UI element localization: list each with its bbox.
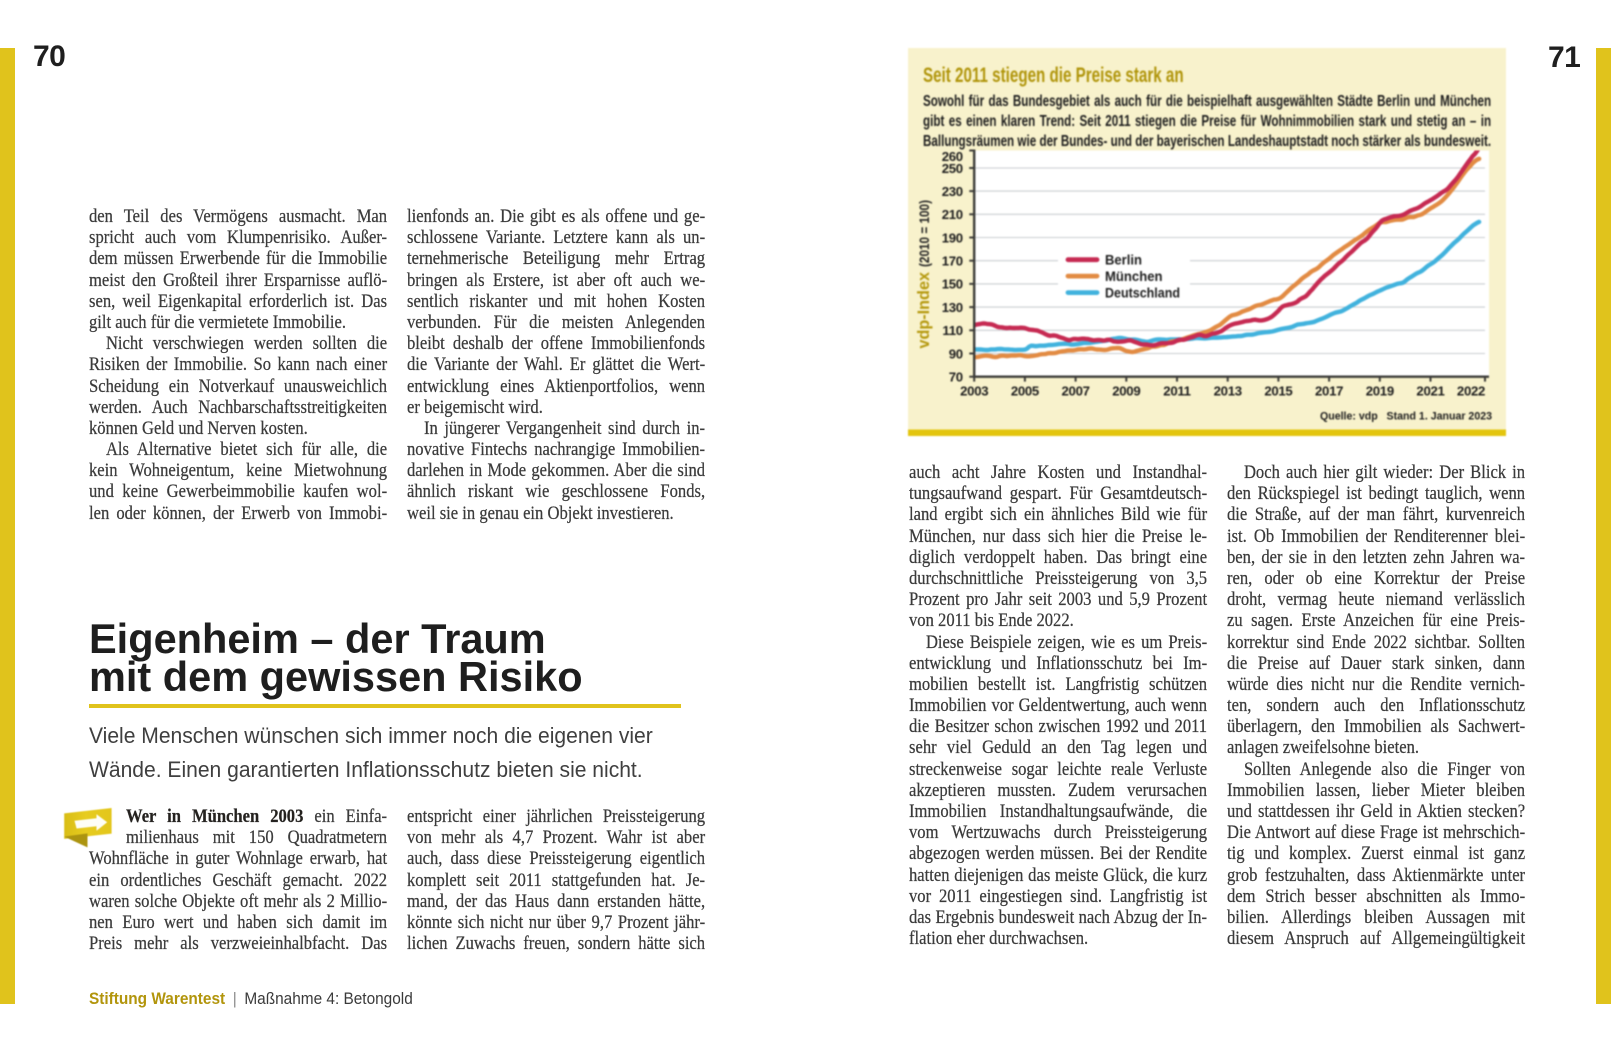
svg-text:Quelle: vdp Stand 1. Januar: Quelle: vdp Stand 1. Januar 2023 bbox=[1320, 410, 1492, 422]
svg-text:2009: 2009 bbox=[1112, 383, 1140, 398]
svg-text:2005: 2005 bbox=[1011, 383, 1039, 398]
svg-text:2011: 2011 bbox=[1163, 383, 1190, 398]
svg-text:190: 190 bbox=[942, 230, 963, 245]
svg-text:260: 260 bbox=[942, 149, 963, 164]
svg-text:250: 250 bbox=[942, 160, 963, 175]
svg-text:2015: 2015 bbox=[1264, 383, 1292, 398]
svg-text:(2010 = 100): (2010 = 100) bbox=[917, 200, 932, 267]
svg-text:München: München bbox=[1105, 268, 1163, 284]
svg-text:2022: 2022 bbox=[1457, 383, 1485, 398]
svg-text:Deutschland: Deutschland bbox=[1105, 284, 1180, 300]
svg-text:2007: 2007 bbox=[1062, 383, 1090, 398]
svg-text:2019: 2019 bbox=[1366, 383, 1394, 398]
svg-text:130: 130 bbox=[942, 299, 963, 314]
svg-text:110: 110 bbox=[942, 323, 962, 338]
svg-text:70: 70 bbox=[949, 369, 963, 384]
svg-text:90: 90 bbox=[949, 346, 963, 361]
svg-text:2021: 2021 bbox=[1416, 383, 1444, 398]
svg-text:Berlin: Berlin bbox=[1105, 251, 1142, 267]
svg-text:2017: 2017 bbox=[1315, 383, 1343, 398]
svg-text:170: 170 bbox=[942, 253, 963, 268]
svg-text:210: 210 bbox=[942, 207, 963, 222]
svg-text:vdp-Index: vdp-Index bbox=[915, 272, 933, 348]
svg-text:230: 230 bbox=[942, 183, 963, 198]
svg-text:2003: 2003 bbox=[960, 383, 988, 398]
svg-text:150: 150 bbox=[942, 276, 963, 291]
svg-text:2013: 2013 bbox=[1214, 383, 1242, 398]
